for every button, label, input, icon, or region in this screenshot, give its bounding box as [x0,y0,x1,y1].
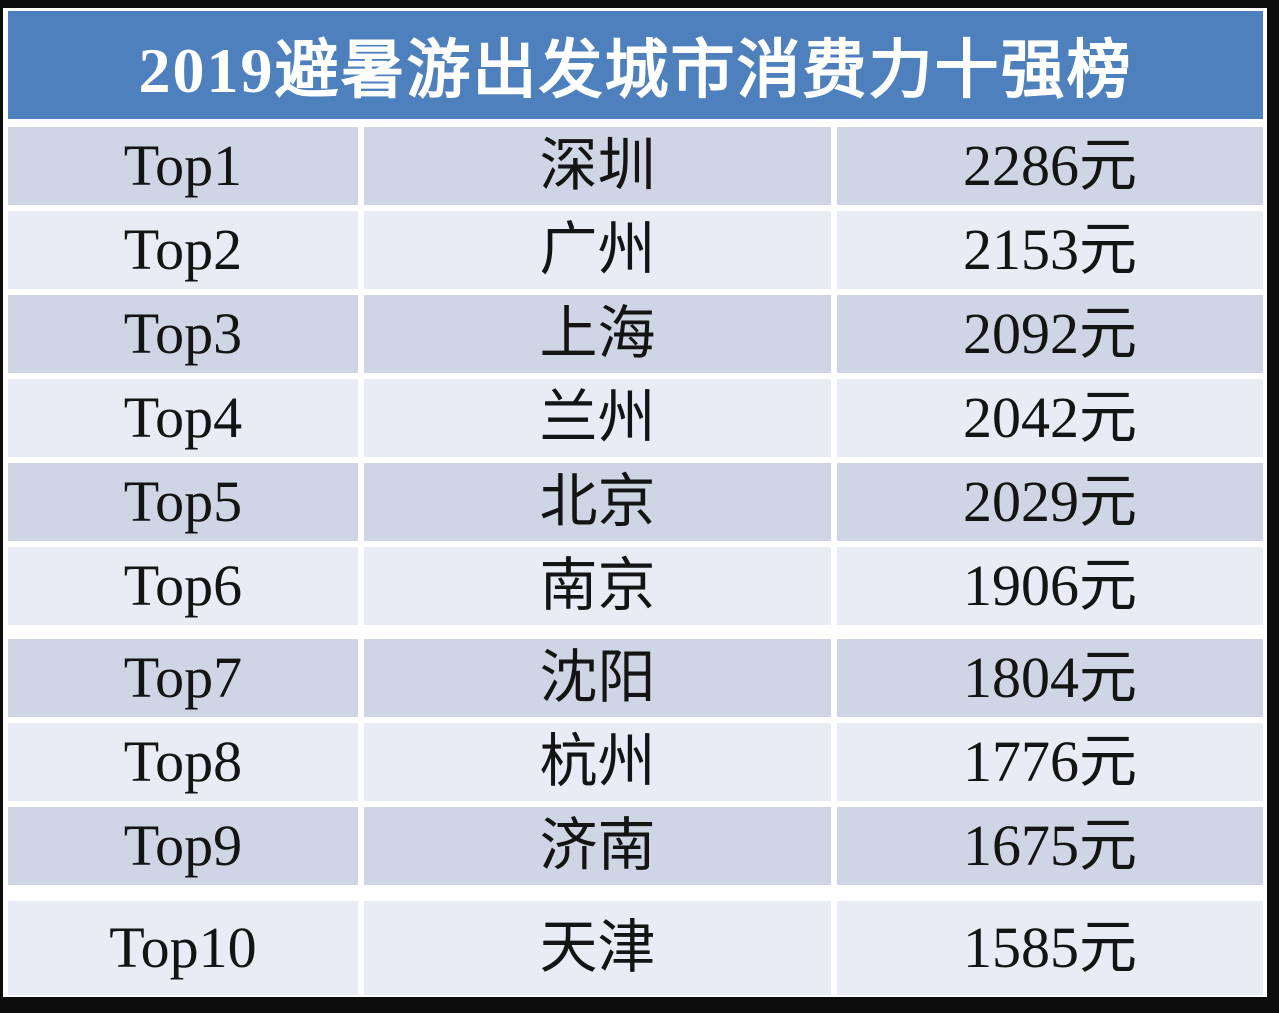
city-cell: 深圳 [364,127,831,205]
value-cell: 1906元 [837,547,1263,625]
city-cell: 济南 [364,807,831,885]
rank-cell: Top7 [8,639,358,717]
city-cell: 北京 [364,463,831,541]
ranking-table: Top1 深圳 2286元 Top2 广州 2153元 Top3 上海 2092… [8,127,1263,995]
rank-cell: Top5 [8,463,358,541]
value-cell: 1776元 [837,723,1263,801]
city-cell: 广州 [364,211,831,289]
table-card: 2019避暑游出发城市消费力十强榜 Top1 深圳 2286元 Top2 广州 … [3,8,1267,997]
value-cell: 2029元 [837,463,1263,541]
table-row: Top4 兰州 2042元 [8,379,1263,457]
city-cell: 上海 [364,295,831,373]
rank-cell: Top8 [8,723,358,801]
value-cell: 2153元 [837,211,1263,289]
rank-cell: Top2 [8,211,358,289]
value-cell: 1585元 [837,901,1263,995]
rank-cell: Top6 [8,547,358,625]
value-cell: 2286元 [837,127,1263,205]
rank-cell: Top9 [8,807,358,885]
table-row: Top7 沈阳 1804元 [8,639,1263,717]
city-cell: 兰州 [364,379,831,457]
page-title: 2019避暑游出发城市消费力十强榜 [138,35,1133,106]
value-cell: 1804元 [837,639,1263,717]
value-cell: 2042元 [837,379,1263,457]
city-cell: 天津 [364,901,831,995]
city-cell: 杭州 [364,723,831,801]
rank-cell: Top3 [8,295,358,373]
value-cell: 2092元 [837,295,1263,373]
table-row: Top6 南京 1906元 [8,547,1263,625]
rank-cell: Top10 [8,901,358,995]
table-row: Top3 上海 2092元 [8,295,1263,373]
table-row: Top1 深圳 2286元 [8,127,1263,205]
city-cell: 沈阳 [364,639,831,717]
rank-cell: Top4 [8,379,358,457]
title-banner: 2019避暑游出发城市消费力十强榜 [8,11,1263,119]
table-row: Top10 天津 1585元 [8,901,1263,995]
table-row: Top5 北京 2029元 [8,463,1263,541]
table-row: Top8 杭州 1776元 [8,723,1263,801]
table-row: Top9 济南 1675元 [8,807,1263,885]
city-cell: 南京 [364,547,831,625]
table-row: Top2 广州 2153元 [8,211,1263,289]
value-cell: 1675元 [837,807,1263,885]
rank-cell: Top1 [8,127,358,205]
